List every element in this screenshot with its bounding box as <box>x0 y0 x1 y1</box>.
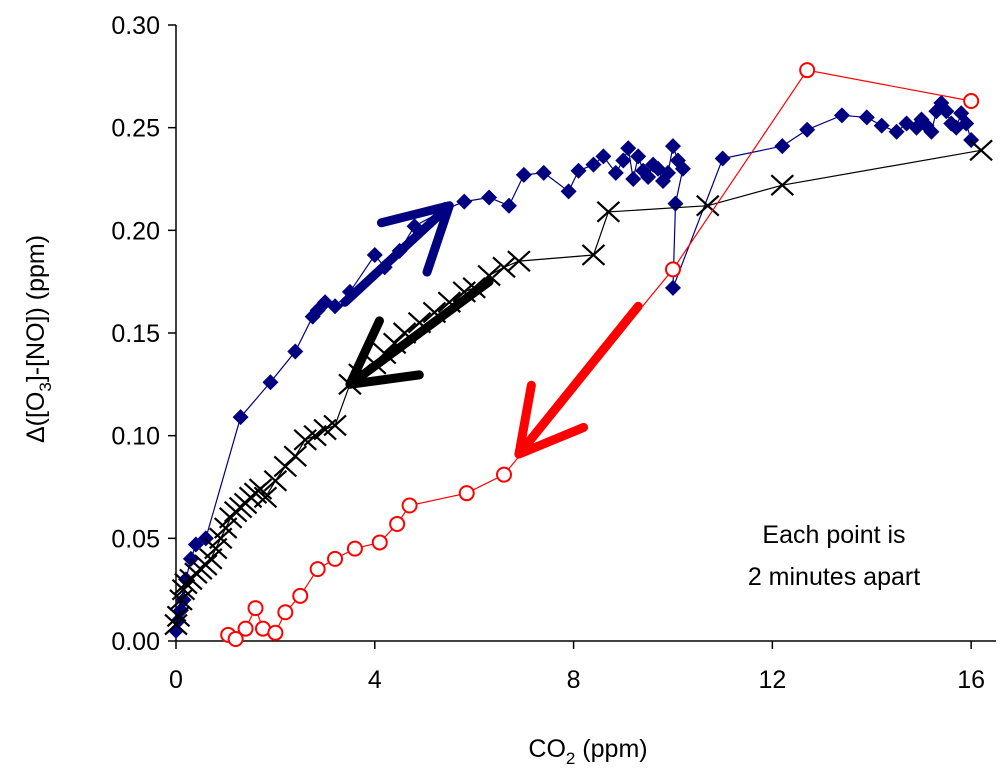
data-point-diamond <box>660 164 676 181</box>
data-point-diamond <box>515 166 532 183</box>
data-point-circle <box>963 92 980 109</box>
data-point-x <box>253 486 278 509</box>
annotation-line-1: Each point is <box>762 521 905 549</box>
data-point-x <box>164 613 188 636</box>
data-point-diamond <box>262 374 279 391</box>
series-diamond <box>168 95 980 639</box>
direction-arrow <box>340 201 454 307</box>
data-point-x <box>596 201 621 223</box>
data-point-x <box>696 194 720 217</box>
data-point-diamond <box>938 103 955 120</box>
data-point-circle <box>458 485 475 502</box>
data-point-circle <box>309 561 326 578</box>
data-point-circle <box>237 620 254 637</box>
data-point-diamond <box>664 279 681 296</box>
data-point-x <box>263 470 288 492</box>
data-point-diamond <box>923 123 940 140</box>
data-point-circle <box>664 261 681 278</box>
data-point-circle <box>496 466 512 483</box>
data-point-diamond <box>640 168 657 185</box>
data-point-diamond <box>799 121 816 138</box>
y-tick-label: 0.10 <box>111 423 160 451</box>
data-point-diamond <box>287 343 304 360</box>
y-tick-label: 0.20 <box>111 217 160 245</box>
data-point-x <box>969 139 993 162</box>
data-point-circle <box>346 540 363 557</box>
data-point-diamond <box>674 160 691 177</box>
data-point-x <box>194 554 218 576</box>
x-tick-label: 12 <box>758 666 786 694</box>
ticks: 0.00 0.05 0.10 0.15 0.20 0.25 0.30 0 4 8 12 16 <box>111 12 985 694</box>
data-point-diamond <box>327 298 344 315</box>
data-point-diamond <box>858 109 875 126</box>
data-point-diamond <box>560 183 577 200</box>
data-point-circle <box>401 497 418 514</box>
data-point-diamond <box>615 152 632 169</box>
y-tick-label: 0.30 <box>111 12 160 40</box>
data-point-diamond <box>570 162 587 179</box>
data-point-diamond <box>500 197 517 214</box>
data-point-diamond <box>774 138 791 155</box>
data-point-diamond <box>888 123 905 140</box>
x-tick-label: 4 <box>368 666 382 694</box>
x-tick-label: 0 <box>169 666 183 694</box>
y-tick-label: 0.25 <box>111 115 160 143</box>
data-point-circle <box>292 587 309 604</box>
series-line <box>175 101 972 631</box>
data-point-diamond <box>595 148 612 165</box>
data-point-x <box>283 445 308 468</box>
data-point-x <box>303 424 327 447</box>
data-point-circle <box>371 534 388 551</box>
data-point-x <box>770 174 795 196</box>
y-tick-label: 0.00 <box>111 628 160 656</box>
data-point-diamond <box>456 193 473 210</box>
data-point-circle <box>247 600 264 617</box>
data-point-circle <box>267 624 284 641</box>
data-point-diamond <box>585 156 602 173</box>
data-point-circle <box>389 515 406 532</box>
x-axis-label: CO2 (ppm) <box>528 735 647 768</box>
data-point-x <box>507 250 531 272</box>
arrow-layer <box>340 201 643 459</box>
data-point-circle <box>277 604 294 621</box>
data-point-diamond <box>833 107 850 124</box>
data-point-diamond <box>714 150 731 167</box>
y-axis-label: Δ([O3]-[NO]) (ppm) <box>22 235 55 443</box>
series-circle <box>220 62 980 647</box>
data-point-diamond <box>958 115 975 132</box>
data-point-diamond <box>535 164 552 181</box>
data-point-x <box>581 244 606 266</box>
data-point-diamond <box>607 164 624 181</box>
data-point-x <box>323 414 347 437</box>
data-point-circle <box>227 630 244 647</box>
data-point-circle <box>799 62 816 79</box>
series-line <box>175 149 982 625</box>
direction-arrow <box>345 277 494 389</box>
data-point-diamond <box>620 140 637 157</box>
data-point-diamond <box>175 591 192 608</box>
data-point-diamond <box>667 195 684 212</box>
x-tick-label: 16 <box>957 666 985 694</box>
data-point-x <box>492 256 516 279</box>
annotation-line-2: 2 minutes apart <box>748 563 920 591</box>
direction-arrow <box>514 301 643 459</box>
data-point-diamond <box>232 409 249 426</box>
data-point-x <box>171 578 196 601</box>
series-x <box>164 139 993 636</box>
data-point-diamond <box>187 536 204 553</box>
data-point-diamond <box>481 189 498 206</box>
y-tick-label: 0.05 <box>111 525 160 553</box>
data-point-diamond <box>366 246 383 263</box>
data-point-diamond <box>873 117 890 134</box>
x-tick-label: 8 <box>567 666 581 694</box>
y-tick-label: 0.15 <box>111 320 160 348</box>
data-point-diamond <box>630 148 647 165</box>
data-point-circle <box>327 550 344 567</box>
data-point-diamond <box>625 171 642 187</box>
data-point-diamond <box>664 138 681 155</box>
series-layer <box>164 62 993 647</box>
